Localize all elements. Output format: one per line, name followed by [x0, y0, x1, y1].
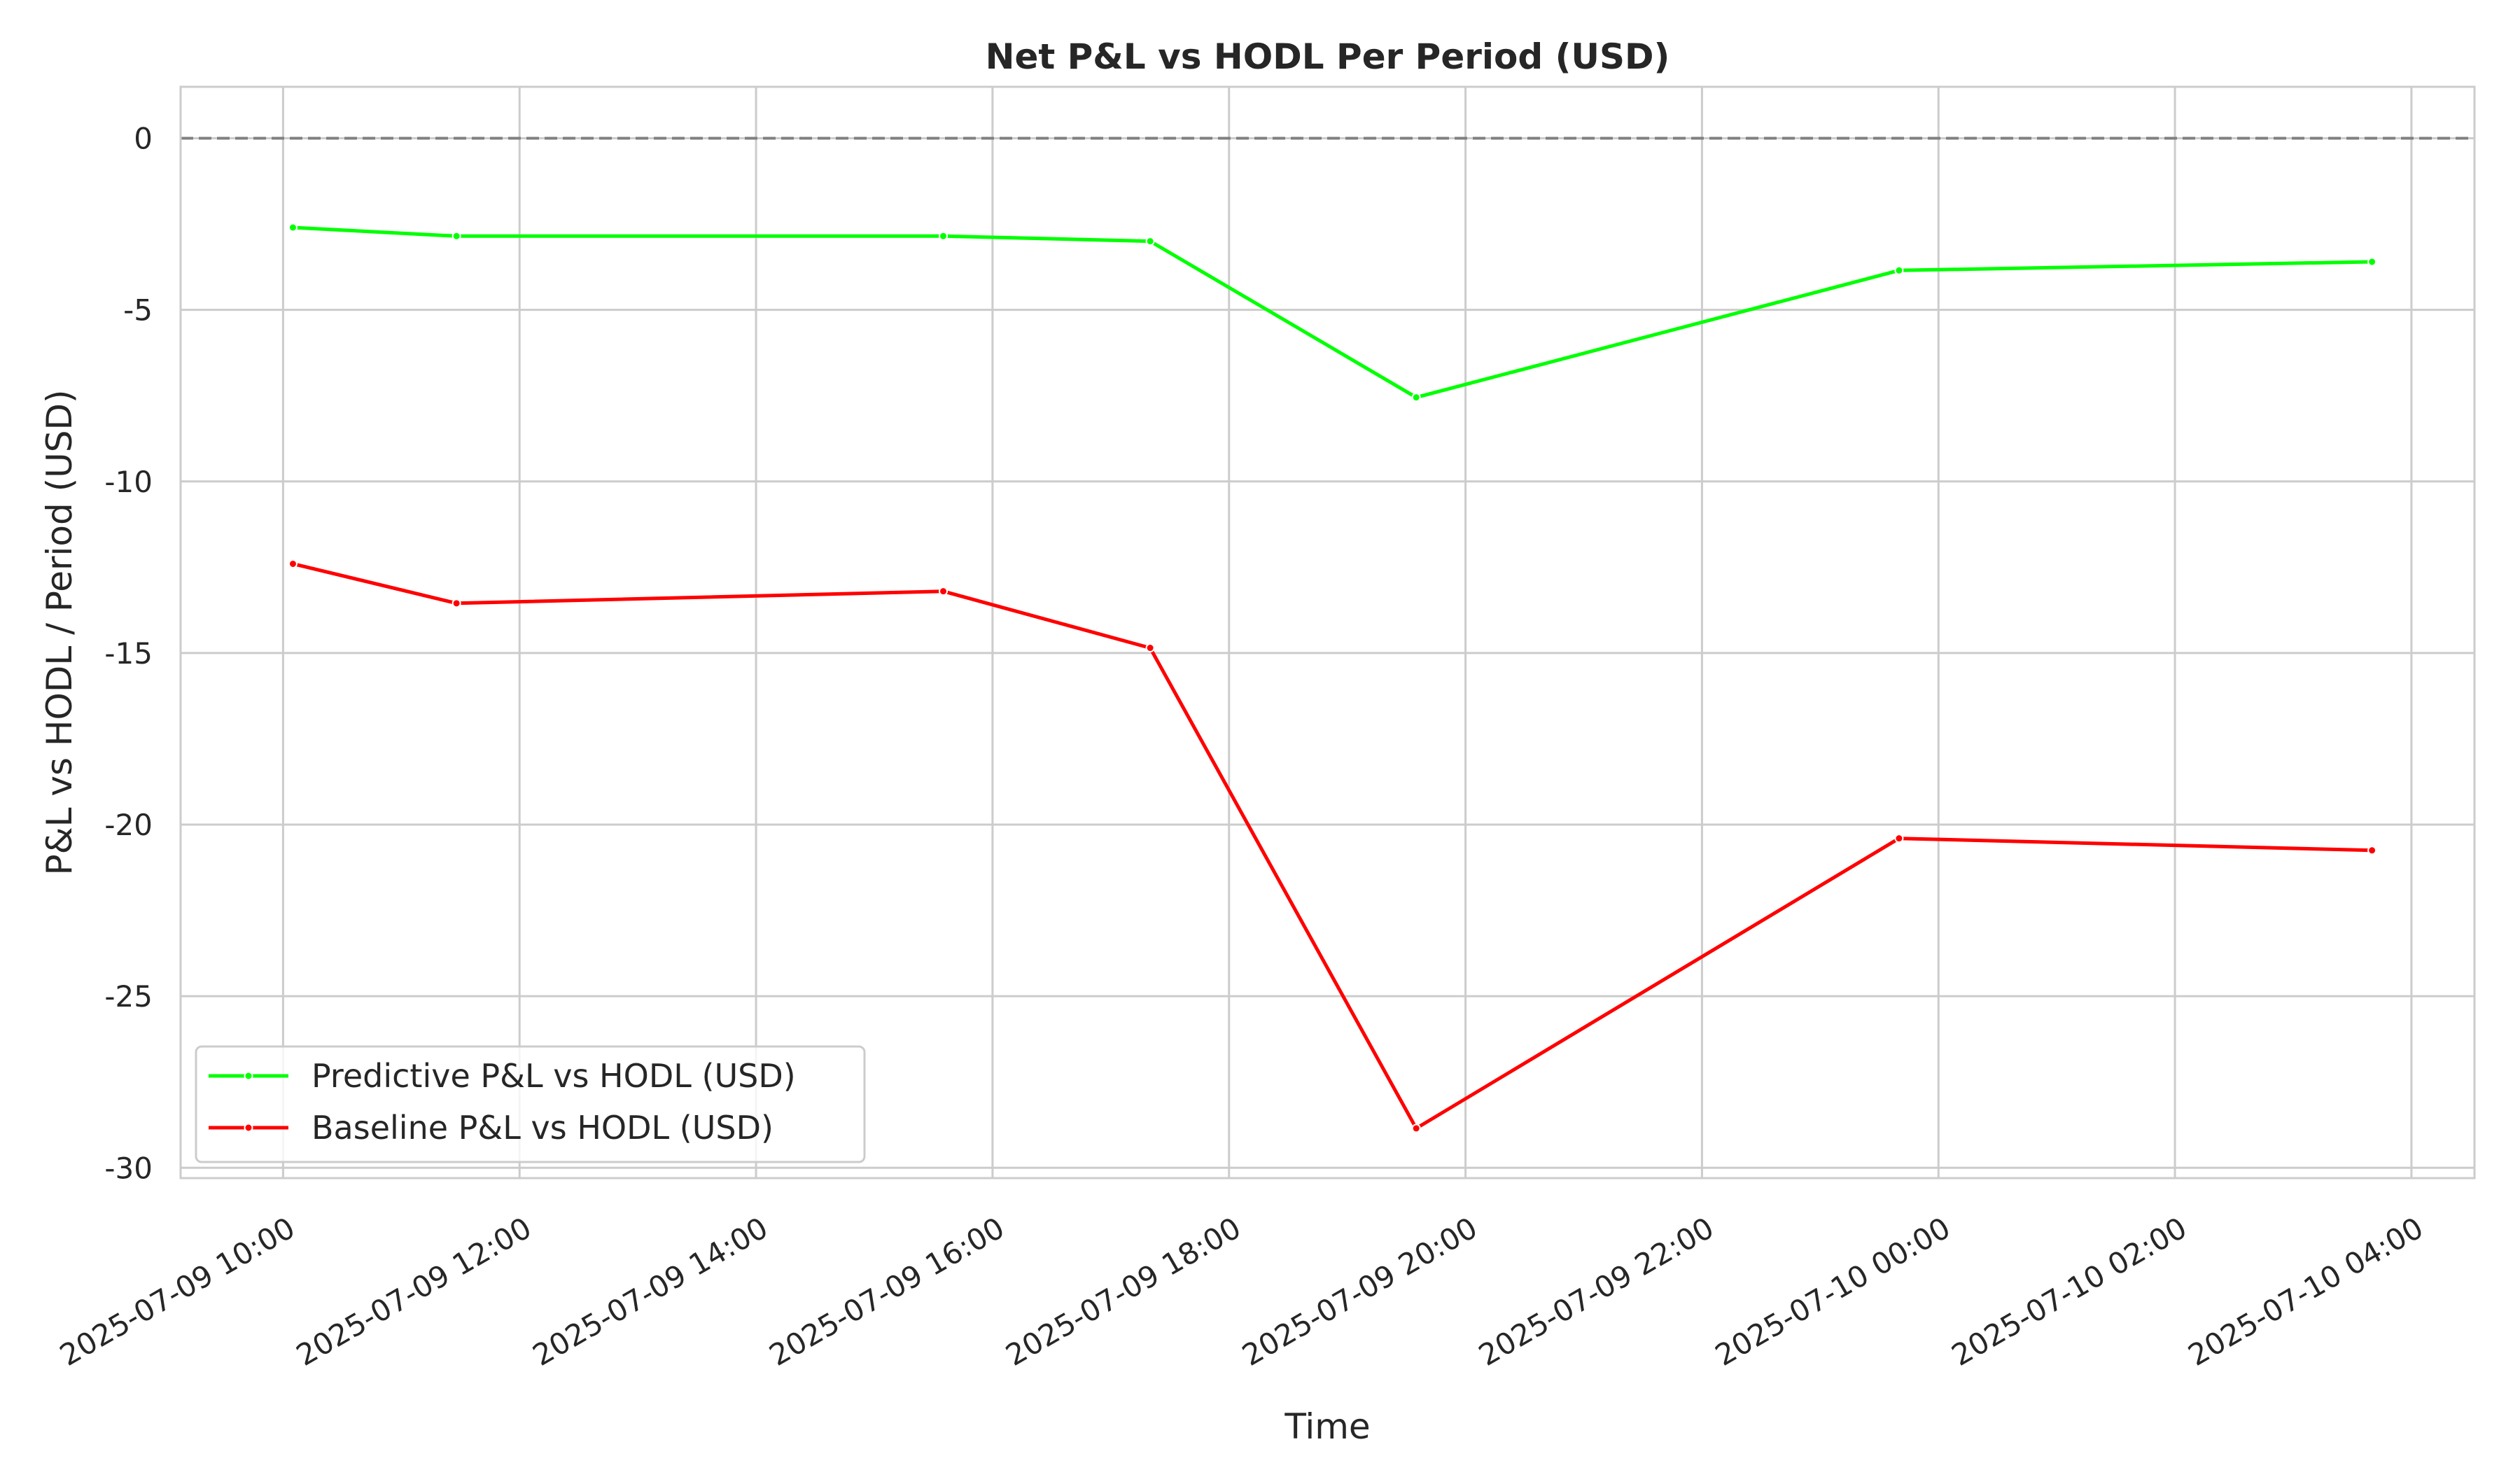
legend-label-predictive: Predictive P&L vs HODL (USD) [312, 1057, 796, 1095]
y-tick-label: -20 [104, 808, 153, 842]
legend-marker-0 [244, 1071, 253, 1081]
data-point-1 [2367, 846, 2377, 855]
y-axis-ticks: 0 -5 -10 -15 -20 -25 -30 [104, 122, 153, 1186]
data-point-1 [1145, 643, 1155, 653]
series-layer [288, 223, 2377, 1133]
legend-label-baseline: Baseline P&L vs HODL (USD) [312, 1109, 774, 1147]
data-point-0 [1411, 393, 1421, 402]
data-point-1 [939, 587, 948, 596]
data-point-0 [288, 223, 298, 232]
data-point-1 [1411, 1124, 1421, 1133]
y-tick-label: -25 [104, 979, 153, 1014]
y-tick-label: -10 [104, 465, 153, 499]
legend-box [195, 1045, 866, 1163]
y-tick-label: -30 [104, 1151, 153, 1185]
y-axis-title: P&L vs HODL / Period (USD) [39, 389, 80, 875]
legend-marker-1 [244, 1123, 253, 1133]
data-point-0 [1145, 237, 1155, 246]
y-tick-label: 0 [134, 122, 153, 156]
data-point-1 [451, 598, 461, 608]
legend: Predictive P&L vs HODL (USD) Baseline P&… [195, 1045, 866, 1163]
data-point-1 [1894, 834, 1904, 844]
chart-title: Net P&L vs HODL Per Period (USD) [986, 36, 1670, 77]
data-point-1 [288, 559, 298, 568]
data-point-0 [1894, 265, 1904, 275]
y-tick-label: -5 [123, 293, 153, 328]
data-point-0 [2367, 257, 2377, 267]
x-axis-title: Time [1284, 1406, 1370, 1447]
y-tick-label: -15 [104, 636, 153, 671]
data-point-0 [939, 231, 948, 241]
grid [181, 87, 2474, 1178]
data-point-0 [451, 231, 461, 241]
plot-frame [179, 85, 2476, 1180]
